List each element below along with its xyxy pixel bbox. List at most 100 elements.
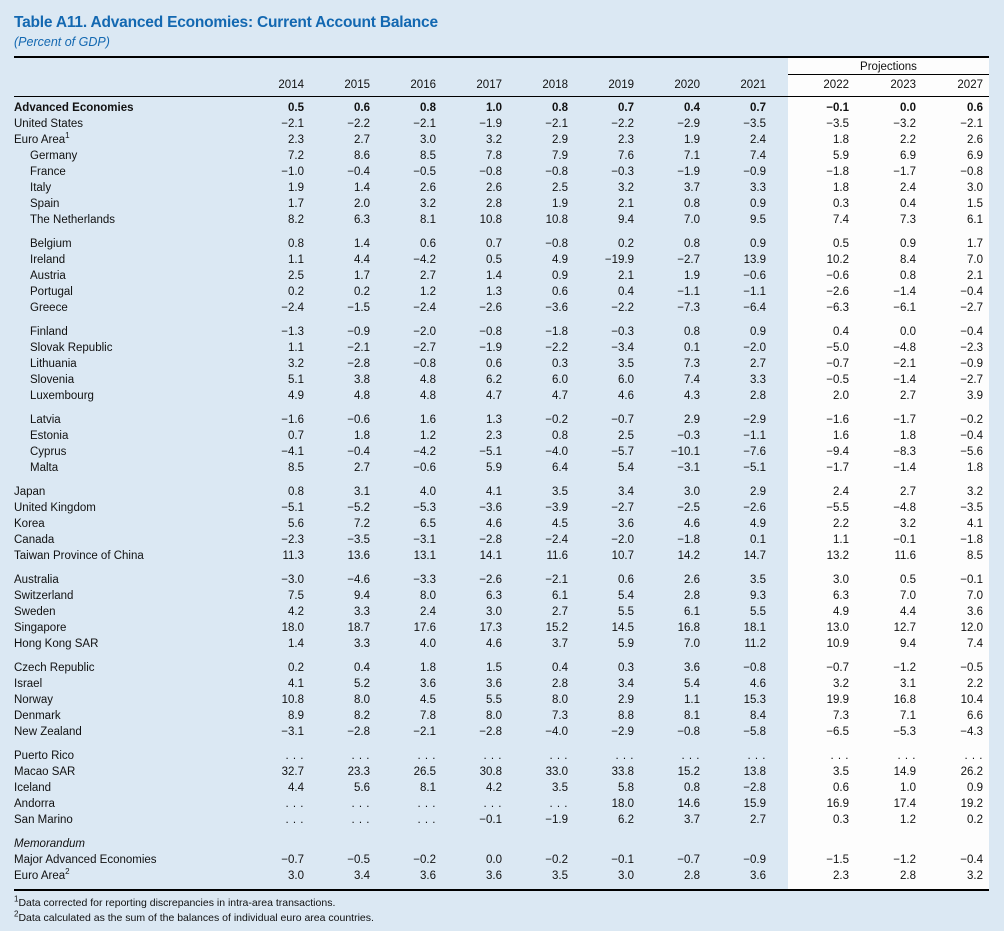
value-cell: −2.2 — [347, 118, 370, 130]
row-label: Malta — [30, 462, 59, 474]
column-gap — [772, 852, 788, 868]
value-cell: −2.1 — [281, 118, 304, 130]
value-cell: −2.6 — [479, 302, 502, 314]
row-label: Euro Area2 — [14, 867, 70, 882]
projection-value-cell: −1.4 — [893, 286, 916, 298]
column-gap — [772, 812, 788, 828]
projection-value-cell: 9.4 — [900, 638, 916, 650]
value-cell: −7.6 — [743, 446, 766, 458]
value-cell: −3.4 — [611, 342, 634, 354]
row-label: Hong Kong SAR — [14, 638, 99, 650]
year-column-header: 2020 — [674, 79, 700, 91]
column-gap — [772, 252, 788, 268]
table-row: Andorra . . . . . . . . . . . . . . . 18.0 14.6… — [14, 796, 989, 812]
table-row: Czech Republic 0.2 0.4 1.8 1.5 0.4 0.3 3.6 −0.8 −… — [14, 660, 989, 676]
value-cell: −4.0 — [545, 726, 568, 738]
column-gap — [772, 372, 788, 388]
value-cell: −5.1 — [281, 502, 304, 514]
value-cell — [574, 836, 640, 852]
value-cell: −2.5 — [677, 502, 700, 514]
value-cell: 0.2 — [288, 662, 304, 674]
table-row: Germany 7.2 8.6 8.5 7.8 7.9 7.6 7.1 7.4 5.9 6.9 6.9 — [14, 148, 989, 164]
row-label: Germany — [30, 150, 78, 162]
value-cell: 2.9 — [684, 414, 700, 426]
column-gap — [772, 196, 788, 212]
value-cell: 2.7 — [750, 358, 766, 370]
value-cell: 4.9 — [750, 518, 766, 530]
value-cell: −3.6 — [545, 302, 568, 314]
value-cell: −0.8 — [545, 238, 568, 250]
value-cell: −6.4 — [743, 302, 766, 314]
projection-value-cell: 12.7 — [893, 622, 916, 634]
row-label: Spain — [30, 198, 60, 210]
row-label: Memorandum — [14, 838, 85, 850]
value-cell: −0.9 — [347, 326, 370, 338]
row-label: Estonia — [30, 430, 69, 442]
value-cell: −19.9 — [604, 254, 634, 266]
value-cell: −2.2 — [611, 302, 634, 314]
value-cell: −3.5 — [347, 534, 370, 546]
projection-value-cell: −2.1 — [960, 118, 983, 130]
value-cell: 15.2 — [545, 622, 568, 634]
value-cell: 18.0 — [611, 798, 634, 810]
value-cell: 9.4 — [618, 214, 634, 226]
projection-year-column-header: 2023 — [890, 79, 916, 91]
column-gap — [772, 444, 788, 460]
projection-value-cell: 2.6 — [967, 134, 983, 146]
row-label: Norway — [14, 694, 53, 706]
table-row: Switzerland 7.5 9.4 8.0 6.3 6.1 5.4 2.8 9.3 6.3 7.… — [14, 588, 989, 604]
value-cell: 5.6 — [288, 518, 304, 530]
value-cell: 26.5 — [413, 766, 436, 778]
projection-value-cell: 6.6 — [967, 710, 983, 722]
value-cell: 3.6 — [684, 662, 700, 674]
value-cell: 0.9 — [750, 326, 766, 338]
projection-value-cell: 7.0 — [900, 590, 916, 602]
table-row: New Zealand −3.1 −2.8 −2.1 −2.8 −4.0 −2.9 −0.8 −… — [14, 724, 989, 740]
projection-value-cell: 1.8 — [967, 462, 983, 474]
value-cell: 15.3 — [743, 694, 766, 706]
projection-value-cell: 2.2 — [967, 678, 983, 690]
value-cell: 10.8 — [479, 214, 502, 226]
value-cell: 3.5 — [618, 358, 634, 370]
value-cell: 0.8 — [684, 198, 700, 210]
column-gap — [772, 780, 788, 796]
column-gap — [772, 660, 788, 676]
value-cell: −3.5 — [743, 118, 766, 130]
value-cell: 2.8 — [750, 390, 766, 402]
value-cell: −3.1 — [677, 462, 700, 474]
value-cell: . . . — [285, 750, 304, 762]
row-label: Major Advanced Economies — [14, 854, 157, 866]
value-cell: . . . — [549, 798, 568, 810]
value-cell — [376, 836, 442, 852]
column-gap — [772, 388, 788, 404]
value-cell: 8.5 — [420, 150, 436, 162]
projection-value-cell: 7.3 — [833, 710, 849, 722]
value-cell: 1.3 — [486, 286, 502, 298]
projection-year-column-header: 2027 — [957, 79, 983, 91]
value-cell — [706, 836, 772, 852]
column-gap — [772, 300, 788, 316]
value-cell — [310, 836, 376, 852]
value-cell: −0.1 — [611, 854, 634, 866]
projection-value-cell: −5.5 — [826, 502, 849, 514]
value-cell: 2.8 — [552, 678, 568, 690]
projection-value-cell: 8.5 — [967, 550, 983, 562]
projection-value-cell: −1.2 — [893, 662, 916, 674]
value-cell: 7.8 — [486, 150, 502, 162]
projection-value-cell: 10.2 — [826, 254, 849, 266]
projection-value-cell: 2.0 — [833, 390, 849, 402]
value-cell: 5.9 — [618, 638, 634, 650]
value-cell: −0.8 — [545, 166, 568, 178]
value-cell: −1.0 — [281, 166, 304, 178]
value-cell: 5.9 — [486, 462, 502, 474]
value-cell: . . . — [417, 750, 436, 762]
projection-value-cell: 7.3 — [900, 214, 916, 226]
value-cell: 9.5 — [750, 214, 766, 226]
value-cell: −0.8 — [677, 726, 700, 738]
row-label: Belgium — [30, 238, 72, 250]
row-group: Belgium 0.8 1.4 0.6 0.7 −0.8 0.2 0.8 0.9 0.5 0.9 1.… — [14, 236, 989, 316]
value-cell — [508, 836, 574, 852]
value-cell: 6.4 — [552, 462, 568, 474]
value-cell: 5.5 — [750, 606, 766, 618]
value-cell: −5.1 — [479, 446, 502, 458]
